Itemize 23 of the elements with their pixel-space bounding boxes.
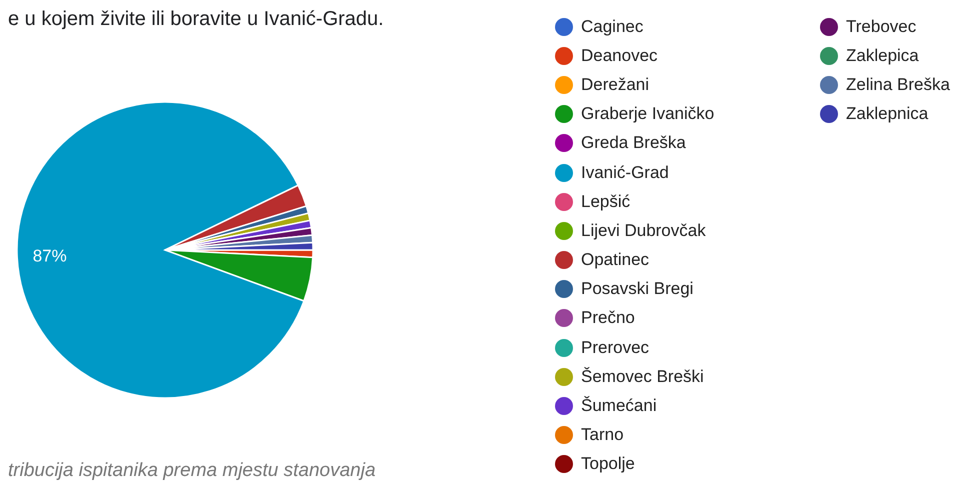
text: tribucija ispitanika prema mjestu stanovanja [8, 460, 376, 482]
legend-label: Zaklepnica [846, 104, 928, 124]
legend-label: Šemovec Breški [581, 366, 704, 387]
legend-label: Caginec [581, 16, 644, 37]
legend-label: Opatinec [581, 250, 650, 270]
legend-label: Prečno [581, 308, 635, 328]
legend-label: Šumećani [581, 396, 657, 416]
legend-label: Topolje [581, 454, 635, 474]
data-label: 87% [32, 246, 67, 266]
legend-label: Zaklepica [846, 46, 919, 66]
legend-label: Trebovec [846, 16, 916, 37]
legend-label: Graberje Ivaničko [581, 104, 714, 124]
legend-label: Prerovec [581, 338, 650, 358]
legend-label: Lepšić [581, 192, 630, 212]
legend-label: Lijevi Dubrovčak [581, 220, 706, 241]
legend-label: Ivanić-Grad [581, 162, 669, 183]
legend-label: Greda Breška [581, 133, 686, 154]
legend-label: Zelina Breška [846, 74, 950, 95]
legend-label: Derežani [581, 74, 650, 95]
legend-label: Deanovec [581, 46, 658, 66]
chart-title: e u kojem živite ili boravite u Ivanić-Gradu. [8, 8, 384, 31]
legend-label: Tarno [581, 425, 624, 446]
legend-label: Posavski Bregi [581, 279, 694, 300]
